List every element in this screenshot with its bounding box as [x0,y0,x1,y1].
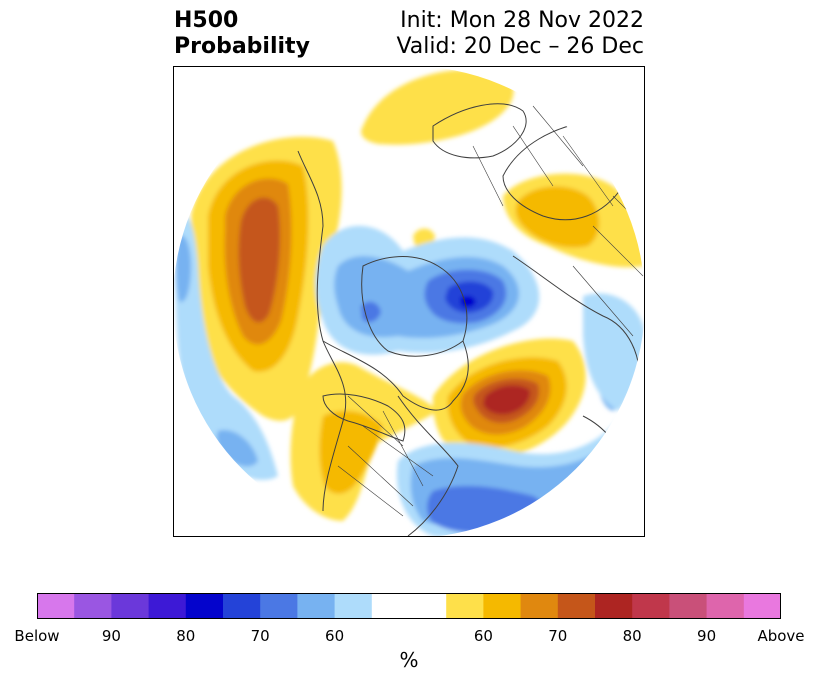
colorbar [37,593,781,619]
colorbar-tick-label: 70 [548,627,568,645]
colorbar-segment [223,593,261,619]
colorbar-segment [260,593,298,619]
above-region-ne-pacific [191,136,342,421]
init-date: Init: Mon 28 Nov 2022 [400,8,644,33]
colorbar-frame [37,593,781,619]
colorbar-tick-label: 90 [101,627,121,645]
colorbar-segment [148,593,187,619]
colorbar-segment [371,593,410,619]
colorbar-segment [595,593,633,619]
colorbar-segment [632,593,670,619]
colorbar-segment [409,593,447,619]
colorbar-tick-label: Above [757,627,805,645]
colorbar-tick-label: Below [14,627,60,645]
colorbar-segment [185,593,224,619]
chart-title: H500 Probability [174,8,310,60]
above-region-western-us [290,362,438,521]
colorbar-tick-label: 70 [250,627,270,645]
colorbar-tick-label: 90 [697,627,717,645]
above-region-northern-europe [361,69,514,145]
map-frame [173,66,645,537]
colorbar-segments [37,593,781,619]
colorbar-segment [557,593,596,619]
colorbar-segment [111,593,150,619]
colorbar-segment [483,593,522,619]
colorbar-segment [446,593,484,619]
above-region-w-atlantic [432,338,586,461]
colorbar-segment [334,593,373,619]
colorbar-tick-label: 60 [473,627,493,645]
forecast-dates: Init: Mon 28 Nov 2022 Valid: 20 Dec – 26… [396,8,644,60]
colorbar-segment [297,593,336,619]
colorbar-segment [37,593,75,619]
colorbar-segment [706,593,745,619]
title-line-probability: Probability [174,34,310,59]
below-region-arctic [315,225,540,355]
colorbar-tick-label: 80 [176,627,196,645]
colorbar-tick-label: 80 [622,627,642,645]
title-line-h500: H500 [174,8,239,33]
valid-period: Valid: 20 Dec – 26 Dec [396,34,644,59]
colorbar-segment [74,593,112,619]
probability-map [173,66,645,537]
colorbar-segment [520,593,559,619]
colorbar-segment [743,593,781,619]
colorbar-unit-label: % [399,648,419,672]
colorbar-segment [669,593,708,619]
colorbar-tick-label: 60 [325,627,345,645]
